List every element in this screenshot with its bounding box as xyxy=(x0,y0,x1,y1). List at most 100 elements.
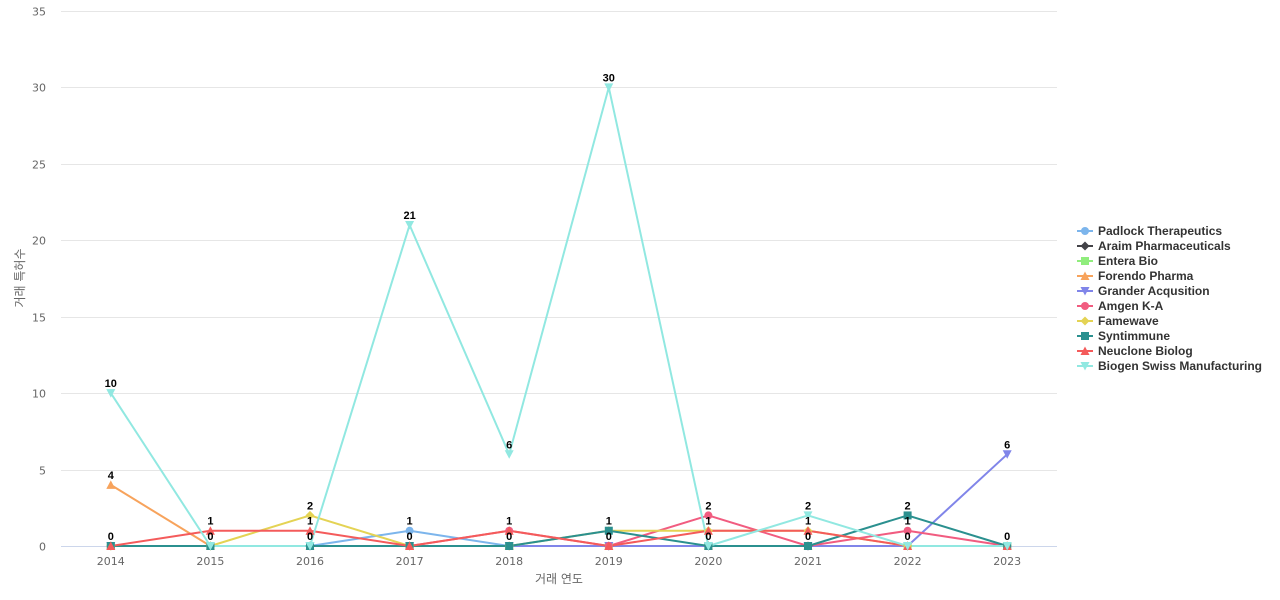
y-tick-label: 35 xyxy=(32,6,46,19)
legend-symbol xyxy=(1080,241,1090,251)
data-point xyxy=(405,526,414,535)
data-point xyxy=(604,526,613,535)
data-point xyxy=(205,542,215,551)
data-label: 1 xyxy=(705,516,711,528)
x-tick-label: 2023 xyxy=(993,555,1021,568)
legend-item[interactable]: Syntimmune xyxy=(1077,329,1170,343)
legend-symbol xyxy=(1081,227,1089,235)
legend-symbol xyxy=(1080,346,1090,355)
data-point xyxy=(405,541,415,550)
data-point xyxy=(205,526,215,535)
legend-label: Entera Bio xyxy=(1098,254,1158,268)
data-point xyxy=(504,526,514,535)
legend-item[interactable]: Famewave xyxy=(1077,314,1159,328)
data-label: 0 xyxy=(606,531,612,543)
legend-label: Biogen Swiss Manufacturing xyxy=(1098,359,1262,373)
data-point xyxy=(1002,450,1012,459)
legend-label: Syntimmune xyxy=(1098,329,1170,343)
data-point xyxy=(804,542,812,550)
data-point xyxy=(703,542,713,551)
data-point xyxy=(106,389,116,398)
y-tick-label: 20 xyxy=(32,235,46,248)
data-point xyxy=(505,542,514,550)
data-label: 6 xyxy=(506,439,512,451)
y-tick-label: 0 xyxy=(39,541,46,554)
data-label: 0 xyxy=(805,531,811,543)
legend-symbol xyxy=(1081,302,1089,310)
data-label: 4 xyxy=(108,470,115,482)
legend-label: Forendo Pharma xyxy=(1098,269,1194,283)
legend-item[interactable]: Amgen K-A xyxy=(1077,299,1164,313)
legend-label: Neuclone Biolog xyxy=(1098,344,1193,358)
legend-item[interactable]: Grander Acqusition xyxy=(1077,284,1210,298)
x-tick-label: 2021 xyxy=(794,555,822,568)
legend-item[interactable]: Neuclone Biolog xyxy=(1077,344,1193,358)
x-tick-label: 2015 xyxy=(196,555,224,568)
x-tick-label: 2018 xyxy=(495,555,523,568)
y-axis-ticks: 0 5 10 15 20 25 30 35 xyxy=(32,6,46,554)
x-tick-label: 2016 xyxy=(296,555,324,568)
series-line xyxy=(110,453,1008,547)
legend-item[interactable]: Entera Bio xyxy=(1077,254,1158,268)
x-tick-label: 2020 xyxy=(694,555,722,568)
x-tick-label: 2019 xyxy=(595,555,623,568)
data-point xyxy=(903,542,913,551)
data-label: 6 xyxy=(1004,439,1010,451)
data-point xyxy=(903,511,912,520)
legend-item[interactable]: Araim Pharmaceuticals xyxy=(1077,239,1231,253)
data-label: 2 xyxy=(805,500,811,512)
y-axis-title: 거래 특허수 xyxy=(13,248,27,307)
data-label: 1 xyxy=(307,516,313,528)
series-line xyxy=(110,529,1008,547)
data-point xyxy=(305,526,315,535)
data-label: 1 xyxy=(606,516,612,528)
data-label: 1 xyxy=(805,516,811,528)
x-tick-label: 2017 xyxy=(396,555,424,568)
x-tick-label: 2014 xyxy=(97,555,125,568)
grid-lines xyxy=(61,11,1057,471)
data-label: 1 xyxy=(905,516,911,528)
data-point xyxy=(305,542,315,551)
data-label: 10 xyxy=(105,378,117,390)
data-label: 0 xyxy=(108,531,114,543)
data-point xyxy=(1002,542,1012,551)
y-tick-label: 5 xyxy=(39,465,46,478)
legend-label: Araim Pharmaceuticals xyxy=(1098,239,1231,253)
data-label: 1 xyxy=(207,516,213,528)
y-tick-label: 25 xyxy=(32,159,46,172)
x-tick-label: 2022 xyxy=(894,555,922,568)
x-axis-title: 거래 연도 xyxy=(535,572,583,586)
data-point xyxy=(604,541,614,550)
series-lines xyxy=(109,86,1008,547)
legend-label: Amgen K-A xyxy=(1098,299,1164,313)
data-point xyxy=(305,510,315,520)
series-markers xyxy=(106,83,1012,551)
legend-item[interactable]: Padlock Therapeutics xyxy=(1077,224,1222,238)
legend-symbol xyxy=(1080,316,1090,326)
data-point xyxy=(106,480,116,489)
data-label: 0 xyxy=(407,531,413,543)
data-label: 2 xyxy=(307,500,313,512)
data-point xyxy=(704,511,713,520)
legend-item[interactable]: Forendo Pharma xyxy=(1077,269,1194,283)
legend-item[interactable]: Biogen Swiss Manufacturing xyxy=(1077,359,1262,373)
data-label: 0 xyxy=(506,531,512,543)
legend-symbol xyxy=(1080,287,1090,296)
data-label: 2 xyxy=(905,500,911,512)
data-point xyxy=(604,83,614,92)
data-point xyxy=(903,526,912,535)
data-label: 0 xyxy=(1004,531,1010,543)
data-point xyxy=(405,221,415,230)
legend-symbol xyxy=(1080,271,1090,280)
data-label: 0 xyxy=(207,531,213,543)
data-point xyxy=(106,541,116,550)
legend-label: Famewave xyxy=(1098,314,1159,328)
data-label: 1 xyxy=(506,516,512,528)
legend-symbol xyxy=(1081,332,1089,340)
y-tick-label: 10 xyxy=(32,388,46,401)
x-axis-ticks: 2014 2015 2016 2017 2018 2019 2020 2021 2022 2023 xyxy=(97,555,1021,568)
legend-symbol xyxy=(1080,362,1090,371)
data-label: 21 xyxy=(403,210,415,222)
